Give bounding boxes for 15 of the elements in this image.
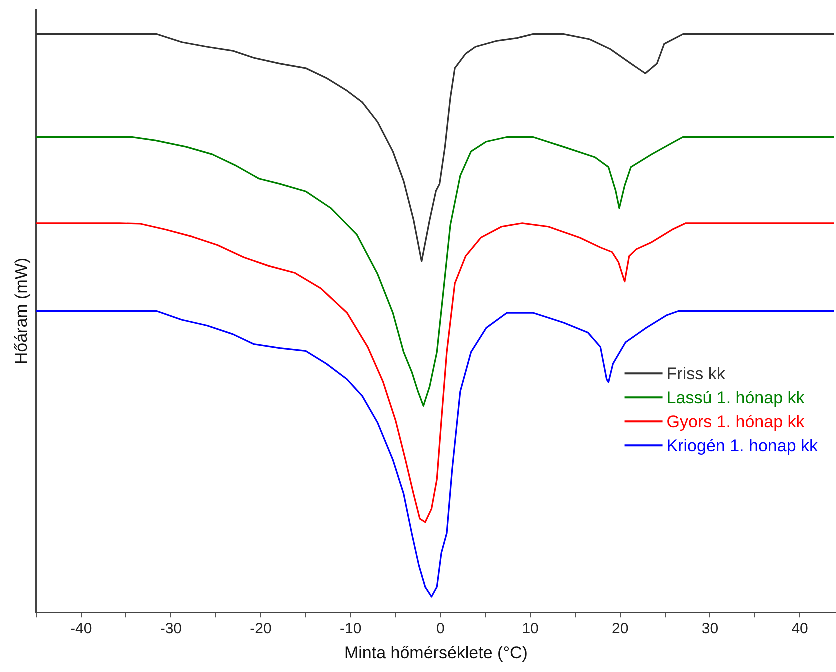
x-tick-label: -10 <box>340 620 362 638</box>
legend-label: Friss kk <box>666 364 726 384</box>
legend-label: Lassú 1. hónap kk <box>666 388 806 408</box>
x-tick-label: 0 <box>436 620 445 638</box>
y-axis-title: Hőáram (mW) <box>12 258 31 365</box>
x-tick-label: -40 <box>70 620 92 638</box>
x-tick-label: 30 <box>702 620 719 638</box>
x-tick-label: 20 <box>612 620 629 638</box>
x-tick-label: 40 <box>792 620 808 638</box>
x-tick-label: -30 <box>160 620 182 638</box>
legend-label: Gyors 1. hónap kk <box>666 412 806 432</box>
x-tick-label: -20 <box>250 620 272 638</box>
x-axis-title: Minta hőmérséklete (°C) <box>344 643 528 662</box>
legend-label: Kriogén 1. honap kk <box>666 436 818 456</box>
x-tick-label: 10 <box>522 620 539 638</box>
